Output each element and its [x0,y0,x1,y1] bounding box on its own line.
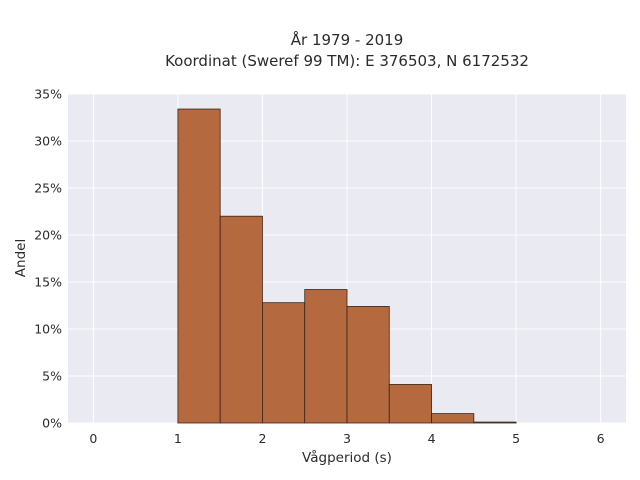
chart-title-line2: Koordinat (Sweref 99 TM): E 376503, N 61… [165,52,529,70]
y-axis-ticks: 0% 5% 10% 15% 20% 25% 30% 35% [34,87,62,431]
histogram-bar [219,215,263,424]
y-tick-label: 10% [34,322,62,337]
histogram-bar [346,306,390,424]
x-tick-label: 4 [428,431,436,446]
x-tick-label: 1 [174,431,182,446]
x-axis-label: Vågperiod (s) [302,449,392,466]
histogram-bar [304,289,348,424]
x-tick-label: 3 [343,431,351,446]
x-tick-label: 5 [512,431,520,446]
x-tick-label: 2 [258,431,266,446]
y-tick-label: 15% [34,275,62,290]
y-tick-label: 25% [34,181,62,196]
x-tick-label: 6 [597,431,605,446]
y-tick-label: 20% [34,228,62,243]
histogram-bar [262,302,306,424]
y-axis-label: Andel [13,239,29,277]
y-tick-label: 0% [42,416,62,431]
histogram-bar [473,421,517,424]
histogram-bar [388,384,432,424]
chart-title-line1: År 1979 - 2019 [291,30,404,49]
histogram-bar [177,108,221,424]
y-tick-label: 35% [34,87,62,102]
bars [177,108,517,424]
y-tick-label: 5% [42,369,62,384]
x-axis-ticks: 0 1 2 3 4 5 6 [89,431,604,446]
histogram-bar [431,413,475,424]
y-tick-label: 30% [34,134,62,149]
x-tick-label: 0 [89,431,97,446]
